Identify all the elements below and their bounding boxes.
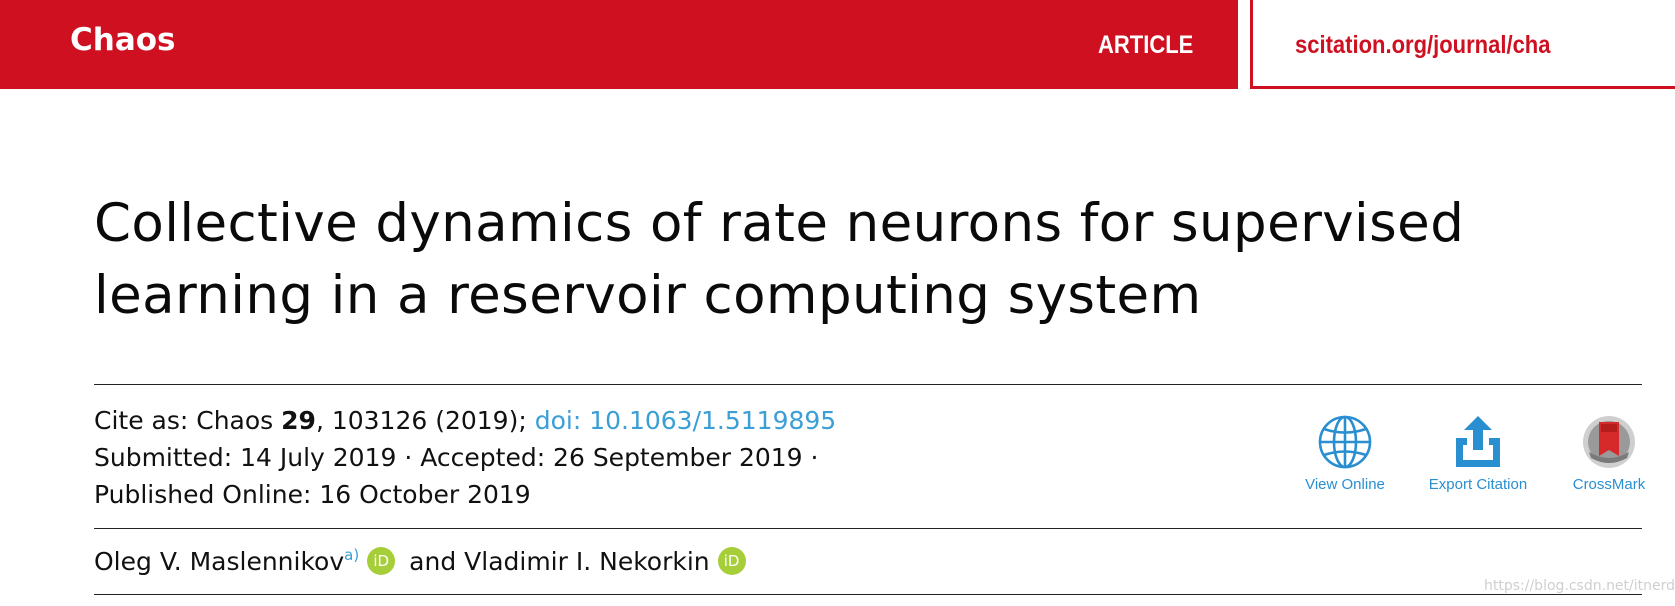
author-1-affiliation-note[interactable]: a) bbox=[344, 546, 359, 564]
export-citation-label: Export Citation bbox=[1423, 476, 1533, 493]
cite-volume: 29 bbox=[281, 406, 316, 435]
export-citation-button[interactable]: Export Citation bbox=[1423, 414, 1533, 493]
doi-link[interactable]: doi: 10.1063/1.5119895 bbox=[535, 406, 836, 435]
article-title: Collective dynamics of rate neurons for … bbox=[94, 188, 1674, 332]
author-connector: and bbox=[401, 547, 464, 576]
cite-rest: , 103126 (2019); bbox=[316, 406, 535, 435]
globe-icon bbox=[1317, 414, 1373, 470]
export-icon bbox=[1450, 414, 1506, 470]
article-type-label: ARTICLE bbox=[1098, 31, 1193, 60]
author-1[interactable]: Oleg V. Maslennikov bbox=[94, 547, 344, 576]
article-title-line-1: Collective dynamics of rate neurons for … bbox=[94, 188, 1674, 260]
published-line: Published Online: 16 October 2019 bbox=[94, 476, 836, 513]
orcid-icon[interactable]: iD bbox=[718, 547, 746, 575]
citation-block: Cite as: Chaos 29, 103126 (2019); doi: 1… bbox=[94, 402, 836, 513]
crossmark-label: CrossMark bbox=[1554, 476, 1664, 493]
journal-header-bar bbox=[0, 0, 1238, 89]
author-list: Oleg V. Maslennikova) iD and Vladimir I. … bbox=[94, 546, 752, 576]
journal-url-link[interactable]: scitation.org/journal/cha bbox=[1295, 31, 1550, 60]
divider-bottom bbox=[94, 594, 1642, 595]
view-online-label: View Online bbox=[1290, 476, 1400, 493]
divider-top bbox=[94, 384, 1642, 385]
view-online-button[interactable]: View Online bbox=[1290, 414, 1400, 493]
cite-as-line: Cite as: Chaos 29, 103126 (2019); doi: 1… bbox=[94, 402, 836, 439]
crossmark-button[interactable]: CrossMark bbox=[1554, 414, 1664, 493]
orcid-icon[interactable]: iD bbox=[367, 547, 395, 575]
cite-prefix: Cite as: Chaos bbox=[94, 406, 281, 435]
divider-middle bbox=[94, 528, 1642, 529]
article-title-line-2: learning in a reservoir computing system bbox=[94, 260, 1674, 332]
submitted-line: Submitted: 14 July 2019 · Accepted: 26 S… bbox=[94, 439, 836, 476]
author-2[interactable]: Vladimir I. Nekorkin bbox=[464, 547, 709, 576]
crossmark-icon bbox=[1581, 414, 1637, 470]
article-actions: View Online Export Citation CrossMark bbox=[1290, 414, 1670, 504]
watermark-text: https://blog.csdn.net/itnerd bbox=[1484, 578, 1675, 594]
journal-name: Chaos bbox=[70, 22, 176, 58]
